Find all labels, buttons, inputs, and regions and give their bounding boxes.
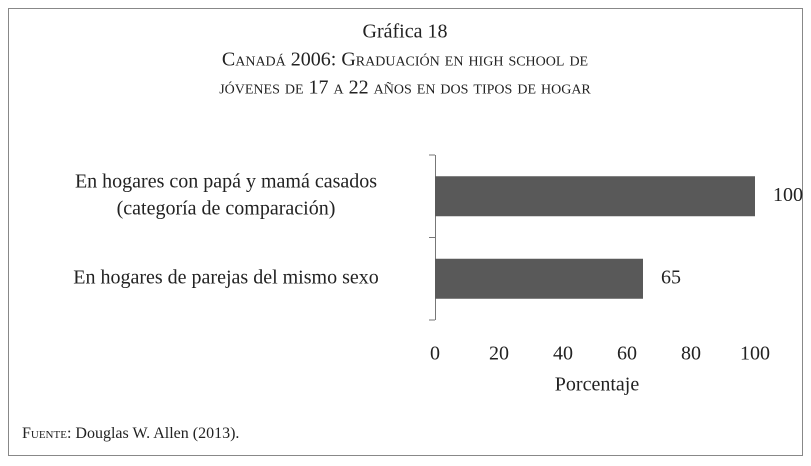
y-tick-label: En hogares de parejas del mismo sexo [73,266,378,288]
chart-subtitle: jóvenes de 17 a 22 años en dos tipos de … [219,77,591,99]
frame [8,8,803,456]
y-tick-label: (categoría de comparación) [117,197,336,219]
x-tick-label: 80 [681,343,701,365]
source-label: Fuente [22,425,67,442]
source-text: : Douglas W. Allen (2013). [67,425,239,442]
x-tick-label: 0 [430,343,440,365]
x-tick-label: 40 [553,343,573,365]
chart-title: Gráfica 18 [363,21,448,43]
value-label: 65 [661,266,681,288]
x-tick-label: 20 [489,343,509,365]
source: Fuente: Douglas W. Allen (2013). [22,425,239,442]
x-tick-label: 60 [617,343,637,365]
value-label: 100 [773,184,803,206]
x-tick-label: 100 [740,343,770,365]
bar [435,176,755,217]
chart-subtitle: Canadá 2006: Graduación en high school d… [222,49,588,71]
bar [435,258,643,299]
x-axis-label: Porcentaje [555,374,640,396]
y-tick-label: En hogares con papá y mamá casados [75,170,377,192]
